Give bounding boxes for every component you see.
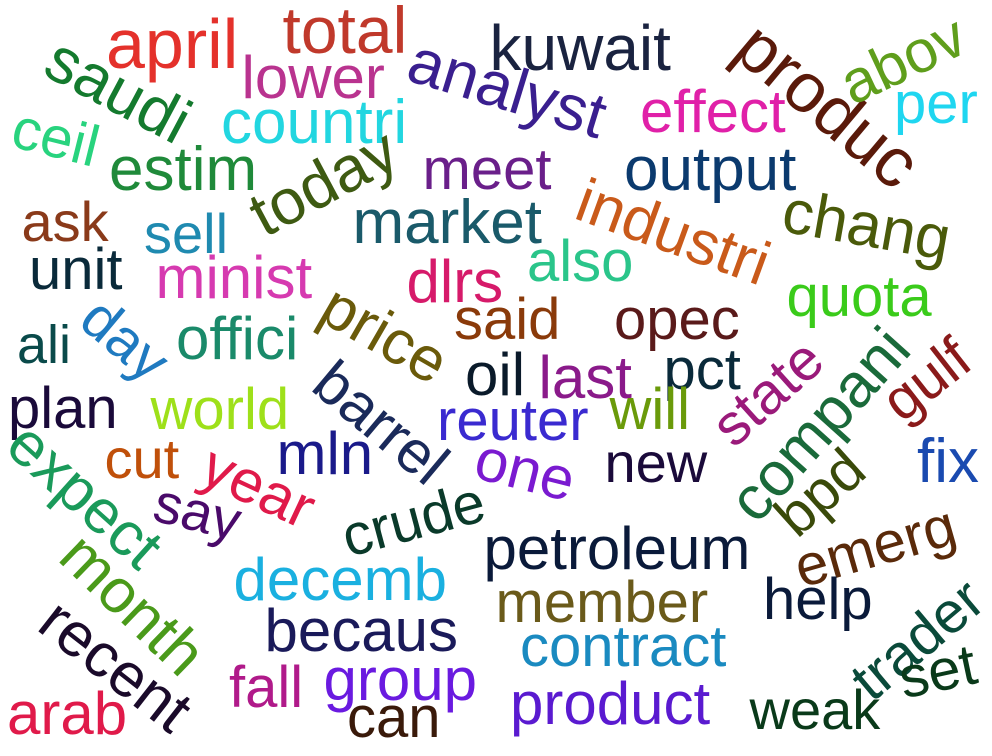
cloud-word-quota: quota xyxy=(786,264,932,329)
cloud-word-world: world xyxy=(150,377,290,442)
cloud-word-member: member xyxy=(495,570,709,635)
cloud-word-estim: estim xyxy=(109,135,258,204)
cloud-word-oil: oil xyxy=(465,341,526,408)
cloud-word-april: april xyxy=(106,5,239,83)
cloud-word-mln: mln xyxy=(276,420,374,487)
cloud-word-unit: unit xyxy=(29,237,123,302)
cloud-word-last: last xyxy=(538,344,632,411)
cloud-word-will: will xyxy=(609,377,691,442)
cloud-word-can: can xyxy=(347,685,441,750)
cloud-word-market: market xyxy=(352,188,542,257)
cloud-word-effect: effect xyxy=(640,78,786,145)
cloud-word-plan: plan xyxy=(8,376,118,441)
cloud-word-lower: lower xyxy=(241,44,385,111)
cloud-word-weak: weak xyxy=(749,678,881,741)
cloud-word-help: help xyxy=(763,567,873,632)
cloud-word-also: also xyxy=(527,229,634,294)
cloud-word-chang: chang xyxy=(776,176,956,275)
cloud-word-said: said xyxy=(454,287,561,352)
cloud-word-minist: minist xyxy=(155,244,313,311)
cloud-word-new: new xyxy=(604,431,708,494)
cloud-word-petroleum: petroleum xyxy=(483,515,751,582)
cloud-word-contract: contract xyxy=(520,614,727,679)
cloud-word-cut: cut xyxy=(104,427,180,490)
cloud-word-becaus: becaus xyxy=(264,597,458,664)
cloud-word-decemb: decemb xyxy=(233,546,447,613)
cloud-word-dlrs: dlrs xyxy=(406,248,504,315)
cloud-word-ask: ask xyxy=(21,190,109,253)
cloud-word-opec: opec xyxy=(614,287,740,352)
cloud-word-reuter: reuter xyxy=(437,388,589,453)
cloud-word-fix: fix xyxy=(917,427,979,496)
cloud-word-kuwait: kuwait xyxy=(489,12,671,84)
cloud-word-per: per xyxy=(894,71,978,136)
cloud-word-arab: arab xyxy=(7,680,128,747)
cloud-word-output: output xyxy=(624,135,797,204)
cloud-word-ali: ali xyxy=(17,315,72,375)
cloud-word-sell: sell xyxy=(144,202,229,265)
cloud-word-countri: countri xyxy=(221,88,408,157)
cloud-word-total: total xyxy=(282,0,408,67)
cloud-word-set: set xyxy=(892,631,982,712)
cloud-word-group: group xyxy=(323,646,477,713)
cloud-word-meet: meet xyxy=(422,137,552,202)
cloud-word-fall: fall xyxy=(229,655,304,720)
cloud-word-pct: pct xyxy=(663,337,741,402)
cloud-word-product: product xyxy=(510,670,711,737)
cloud-word-offici: offici xyxy=(176,305,299,372)
